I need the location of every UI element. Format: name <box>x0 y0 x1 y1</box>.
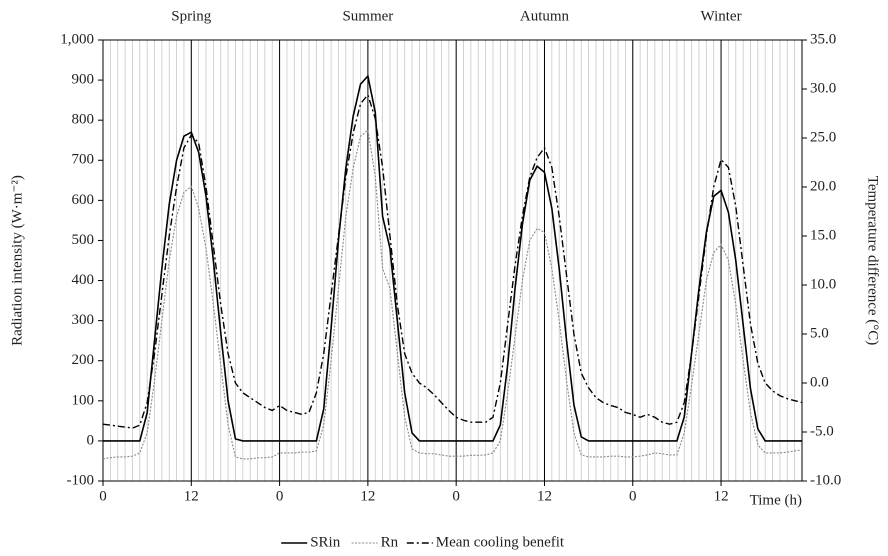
x-axis-label: Time (h) <box>750 492 802 508</box>
y-tick-label: 300 <box>72 312 95 328</box>
series-line <box>102 93 803 429</box>
y-axis-label: Radiation intensity (W·m⁻²) <box>9 175 25 346</box>
y2-tick-label: 35.0 <box>810 31 836 47</box>
y-tick-label: 200 <box>72 352 95 368</box>
y-tick-label: 800 <box>72 112 95 128</box>
y-tick-label: 1,000 <box>60 31 94 47</box>
series-line <box>103 74 802 442</box>
y-tick-label: 500 <box>72 232 95 248</box>
x-tick-label: 0 <box>99 488 107 504</box>
y2-tick-label: 5.0 <box>810 325 829 341</box>
season-label: Autumn <box>520 8 570 24</box>
y2-axis-label: Temperature difference (°C) <box>865 176 881 346</box>
x-tick-label: 0 <box>629 488 637 504</box>
x-tick-label: 0 <box>452 488 460 504</box>
y2-tick-label: 25.0 <box>810 129 836 145</box>
y2-tick-label: 10.0 <box>810 276 836 292</box>
x-tick-label: 0 <box>276 488 284 504</box>
y-tick-label: 700 <box>72 152 95 168</box>
y-tick-label: 900 <box>72 72 95 88</box>
series-line <box>102 129 803 460</box>
y2-tick-label: 15.0 <box>810 227 836 243</box>
y2-tick-label: 30.0 <box>810 80 836 96</box>
y2-tick-label: -10.0 <box>810 472 841 488</box>
y-tick-label: 0 <box>87 432 95 448</box>
y-tick-label: 100 <box>72 392 95 408</box>
legend-label: SRin <box>310 534 341 550</box>
y-tick-label: -100 <box>67 472 95 488</box>
plot-frame <box>102 39 803 482</box>
season-label: Winter <box>701 8 742 24</box>
y-tick-label: 600 <box>72 192 95 208</box>
x-tick-label: 12 <box>537 488 552 504</box>
y2-tick-label: 20.0 <box>810 178 836 194</box>
x-tick-label: 12 <box>360 488 375 504</box>
season-label: Summer <box>342 8 393 24</box>
y2-tick-label: 0.0 <box>810 374 829 390</box>
legend-label: Rn <box>381 534 399 550</box>
legend-label: Mean cooling benefit <box>436 534 565 550</box>
x-tick-label: 12 <box>714 488 729 504</box>
y-tick-label: 400 <box>72 272 95 288</box>
x-tick-label: 12 <box>184 488 199 504</box>
season-label: Spring <box>171 8 212 24</box>
y2-tick-label: -5.0 <box>810 423 834 439</box>
